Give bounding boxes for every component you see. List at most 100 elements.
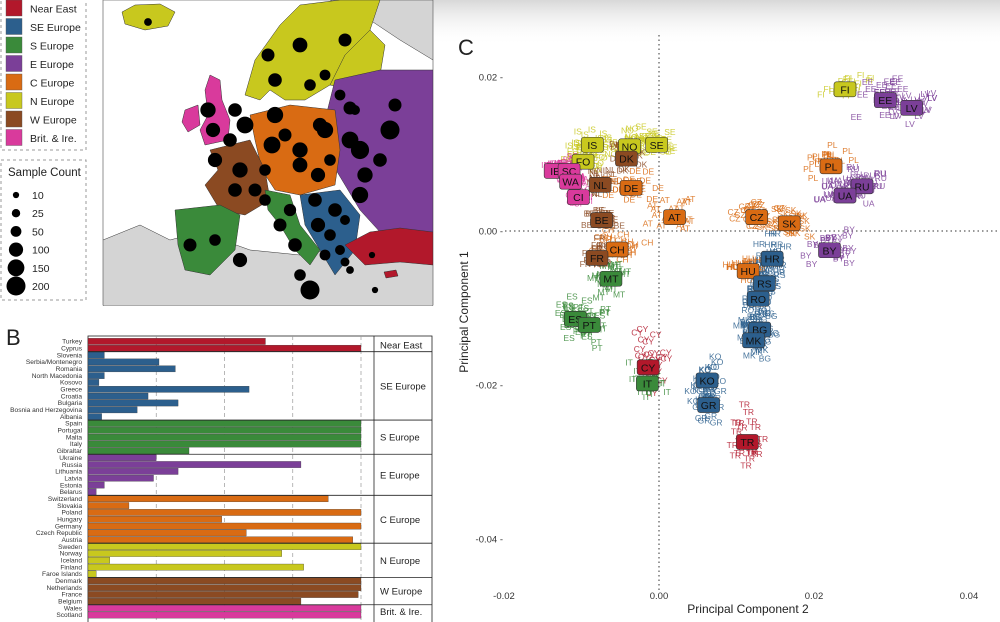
pca-sample-point: EE — [889, 86, 901, 96]
pca-sample-point: EE — [876, 80, 888, 90]
pca-sample-point: FI — [867, 73, 875, 83]
pca-sample-point: DE — [623, 195, 635, 205]
pca-sample-point: PL — [822, 150, 833, 160]
pca-sample-point: KO — [693, 385, 706, 395]
bar — [87, 509, 362, 516]
bar-category-label: Malta — [66, 434, 82, 441]
pca-sample-point: NO — [612, 140, 625, 150]
pca-sample-point: AT — [647, 200, 657, 210]
pca-sample-point: TR — [739, 399, 750, 409]
pca-sample-point: FO — [561, 154, 573, 164]
map-dot — [328, 203, 342, 217]
bar — [87, 454, 157, 461]
pca-sample-point: BG — [747, 311, 759, 321]
pca-sample-point: BY — [833, 254, 845, 264]
bar — [87, 577, 362, 585]
count-legend-dot — [8, 242, 24, 257]
bar-category-label: Lithuania — [55, 469, 82, 476]
pca-sample-point: CZ — [744, 204, 755, 214]
pca-country-label: LV — [906, 103, 918, 115]
map-dot — [319, 69, 331, 81]
pca-sample-point: LV — [896, 95, 906, 105]
map-region-iberia — [174, 204, 241, 276]
pca-sample-point: CH — [623, 243, 635, 253]
pca-sample-point: NO — [626, 124, 639, 134]
pca-sample-point: BG — [740, 317, 752, 327]
pca-sample-point: IS — [577, 142, 585, 152]
bar-category-label: Latvia — [64, 475, 82, 482]
pca-sample-point: SK — [772, 214, 784, 224]
pca-sample-point: RS — [774, 270, 786, 280]
map-dot — [268, 73, 282, 87]
pca-country-label: IE — [550, 166, 560, 178]
pca-country-box — [599, 270, 623, 287]
pca-sample-point: RU — [863, 170, 875, 180]
pca-scatter: -0.02 0.00 0.02 0.04 0.02 - 0.00 - -0.02 - -0.0… — [457, 35, 1000, 616]
bar-category-label: Belgium — [58, 599, 82, 606]
pca-sample-point: FI — [843, 74, 851, 84]
pca-sample-point: AT — [656, 220, 666, 230]
legend-label: W Europe — [30, 115, 77, 127]
pca-sample-point: LV — [927, 88, 937, 98]
pca-sample-point: RS — [759, 270, 771, 280]
bar-category-label: Spain — [65, 421, 82, 428]
map-dot — [278, 128, 292, 142]
bar — [87, 358, 160, 366]
legend-swatch — [5, 92, 23, 109]
map-dot — [312, 117, 328, 133]
pca-country-label: EE — [878, 95, 892, 107]
pca-x-tick-label: 0.02 — [805, 591, 824, 602]
pca-sample-point: IE — [554, 158, 562, 168]
bar — [87, 488, 97, 496]
pca-sample-point: ES — [594, 310, 606, 320]
bar-category-label: France — [61, 592, 82, 599]
pca-sample-point: DK — [618, 164, 630, 174]
pca-sample-point: RU — [846, 162, 858, 172]
bar-category-label: Scotland — [56, 612, 82, 619]
pca-sample-point: AT — [652, 210, 662, 220]
pca-sample-point: AT — [668, 203, 678, 213]
pca-sample-point: FO — [567, 146, 579, 156]
pca-sample-point: UA — [831, 175, 843, 185]
pca-sample-point: NO — [621, 125, 634, 135]
pca-sample-point: UA — [814, 194, 826, 204]
pca-sample-point: LV — [914, 111, 924, 121]
map-dot — [357, 167, 373, 183]
pca-sample-point: HR — [779, 241, 791, 251]
bar-category-label: Norway — [60, 551, 83, 558]
pca-sample-point: HU — [755, 254, 767, 264]
pca-y-tick-label: 0.00 - — [479, 227, 503, 238]
bar-category-label: Bosnia and Herzegovina — [10, 407, 82, 414]
pca-sample-point: UA — [863, 199, 875, 209]
pca-country-box — [833, 187, 857, 204]
pca-sample-point: ES — [566, 291, 578, 301]
bar — [87, 591, 359, 598]
bar-category-label: Belarus — [60, 489, 83, 496]
pca-sample-point: IS — [571, 142, 579, 152]
europe-map — [102, 0, 434, 306]
pca-sample-point: BY — [825, 233, 837, 243]
pca-sample-point: UA — [813, 194, 825, 204]
bar-category-label: Austria — [61, 537, 82, 544]
pca-sample-point: AT — [651, 204, 661, 214]
count-legend-label: 25 — [32, 208, 44, 220]
pca-sample-point: AT — [682, 215, 692, 225]
pca-sample-point: UA — [822, 176, 834, 186]
pca-sample-point: EE — [884, 77, 896, 87]
pca-sample-point: UA — [821, 182, 833, 192]
pca-sample-point: PT — [595, 320, 606, 330]
pca-country-box — [559, 173, 582, 190]
pca-sample-point: NO — [637, 141, 650, 151]
pca-sample-point: AT — [685, 194, 695, 204]
pca-sample-point: MK — [738, 315, 751, 325]
pca-sample-point: NL — [605, 165, 616, 175]
pca-sample-point: PT — [600, 308, 611, 318]
pca-sample-point: BG — [754, 309, 766, 319]
pca-sample-point: CH — [600, 232, 612, 242]
pca-sample-point: FR — [594, 233, 605, 243]
pca-sample-point: PL — [826, 151, 837, 161]
pca-sample-point: SK — [785, 205, 797, 215]
pca-sample-point: TR — [746, 446, 757, 456]
map-dot — [310, 167, 326, 183]
pca-sample-point: IS — [576, 143, 584, 153]
